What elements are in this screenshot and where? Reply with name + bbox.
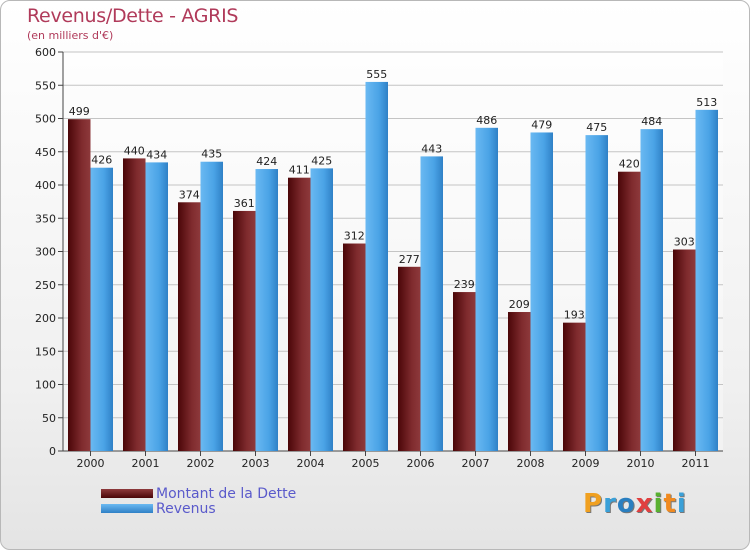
data-label: 239 <box>454 278 475 291</box>
legend-label-debt: Montant de la Dette <box>156 486 297 502</box>
bar-revenue <box>365 81 388 452</box>
y-tick-label: 450 <box>35 146 56 159</box>
y-tick-label: 400 <box>35 179 56 192</box>
y-tick-label: 0 <box>49 445 56 458</box>
y-tick-label: 100 <box>35 379 56 392</box>
legend-swatch-debt <box>101 489 153 498</box>
x-tick-label: 2011 <box>682 457 710 470</box>
bar-revenue <box>585 135 608 451</box>
data-label: 443 <box>421 142 442 155</box>
bar-revenue <box>640 129 663 451</box>
bar-debt <box>343 243 366 451</box>
bars <box>68 81 718 452</box>
x-tick-label: 2002 <box>187 457 215 470</box>
y-tick-label: 350 <box>35 212 56 225</box>
bar-debt <box>618 171 641 451</box>
x-tick-label: 2003 <box>242 457 270 470</box>
legend-swatch-revenue <box>101 504 153 513</box>
bar-debt <box>453 292 476 451</box>
y-tick-label: 600 <box>35 46 56 59</box>
data-label: 420 <box>619 158 640 171</box>
chart-title: Revenus/Dette - AGRIS <box>27 5 239 27</box>
bar-revenue <box>695 109 718 451</box>
bar-revenue <box>255 169 278 452</box>
data-label: 193 <box>564 309 585 322</box>
y-tick-label: 300 <box>35 246 56 259</box>
data-label: 555 <box>366 68 387 81</box>
axes: 0 50 100 150 200 250 300 350 400 450 500 550 600 2000… <box>35 46 723 470</box>
data-label: 434 <box>146 148 167 161</box>
y-tick-label: 150 <box>35 345 56 358</box>
data-label: 209 <box>509 298 530 311</box>
data-label: 426 <box>91 154 112 167</box>
x-tick-label: 2001 <box>132 457 160 470</box>
bar-revenue <box>145 162 168 451</box>
data-label: 440 <box>124 144 145 157</box>
data-label: 479 <box>531 118 552 131</box>
legend-label-revenue: Revenus <box>156 501 216 517</box>
bar-debt <box>178 202 201 451</box>
data-label: 277 <box>399 253 420 266</box>
chart-subtitle: (en milliers d'€) <box>27 29 114 42</box>
legend-swatches <box>101 489 153 513</box>
y-tick-label: 50 <box>42 412 56 425</box>
data-label: 475 <box>586 121 607 134</box>
data-label: 425 <box>311 154 332 167</box>
bar-debt <box>673 249 696 451</box>
bar-debt <box>123 158 146 451</box>
bar-revenue <box>530 132 553 451</box>
bar-revenue <box>420 156 443 451</box>
proxiti-logo: Proxiti <box>583 489 687 519</box>
x-tick-label: 2000 <box>77 457 105 470</box>
data-label: 424 <box>256 155 277 168</box>
x-tick-label: 2008 <box>517 457 545 470</box>
x-tick-label: 2010 <box>627 457 655 470</box>
x-tick-label: 2007 <box>462 457 490 470</box>
bar-revenue <box>310 168 333 451</box>
bar-debt <box>233 210 256 451</box>
bar-debt <box>563 322 586 451</box>
bar-revenue <box>200 161 223 451</box>
bar-debt <box>508 312 531 451</box>
bar-revenue <box>475 127 498 451</box>
y-tick-label: 550 <box>35 79 56 92</box>
x-tick-label: 2005 <box>352 457 380 470</box>
bar-debt <box>68 119 91 451</box>
data-label: 312 <box>344 230 365 243</box>
data-label: 486 <box>476 114 497 127</box>
x-tick-label: 2009 <box>572 457 600 470</box>
data-label: 484 <box>641 115 662 128</box>
data-label: 374 <box>179 188 200 201</box>
data-label: 411 <box>289 164 310 177</box>
bar-revenue <box>90 167 113 451</box>
data-label: 513 <box>696 96 717 109</box>
data-label: 435 <box>201 148 222 161</box>
x-tick-label: 2006 <box>407 457 435 470</box>
data-label: 499 <box>69 105 90 118</box>
data-label: 361 <box>234 197 255 210</box>
y-tick-label: 250 <box>35 279 56 292</box>
x-tick-label: 2004 <box>297 457 325 470</box>
y-tick-label: 200 <box>35 312 56 325</box>
y-tick-label: 500 <box>35 113 56 126</box>
data-label: 303 <box>674 236 695 249</box>
grid-lines <box>63 51 723 452</box>
bar-debt <box>288 177 311 451</box>
bar-debt <box>398 266 421 451</box>
